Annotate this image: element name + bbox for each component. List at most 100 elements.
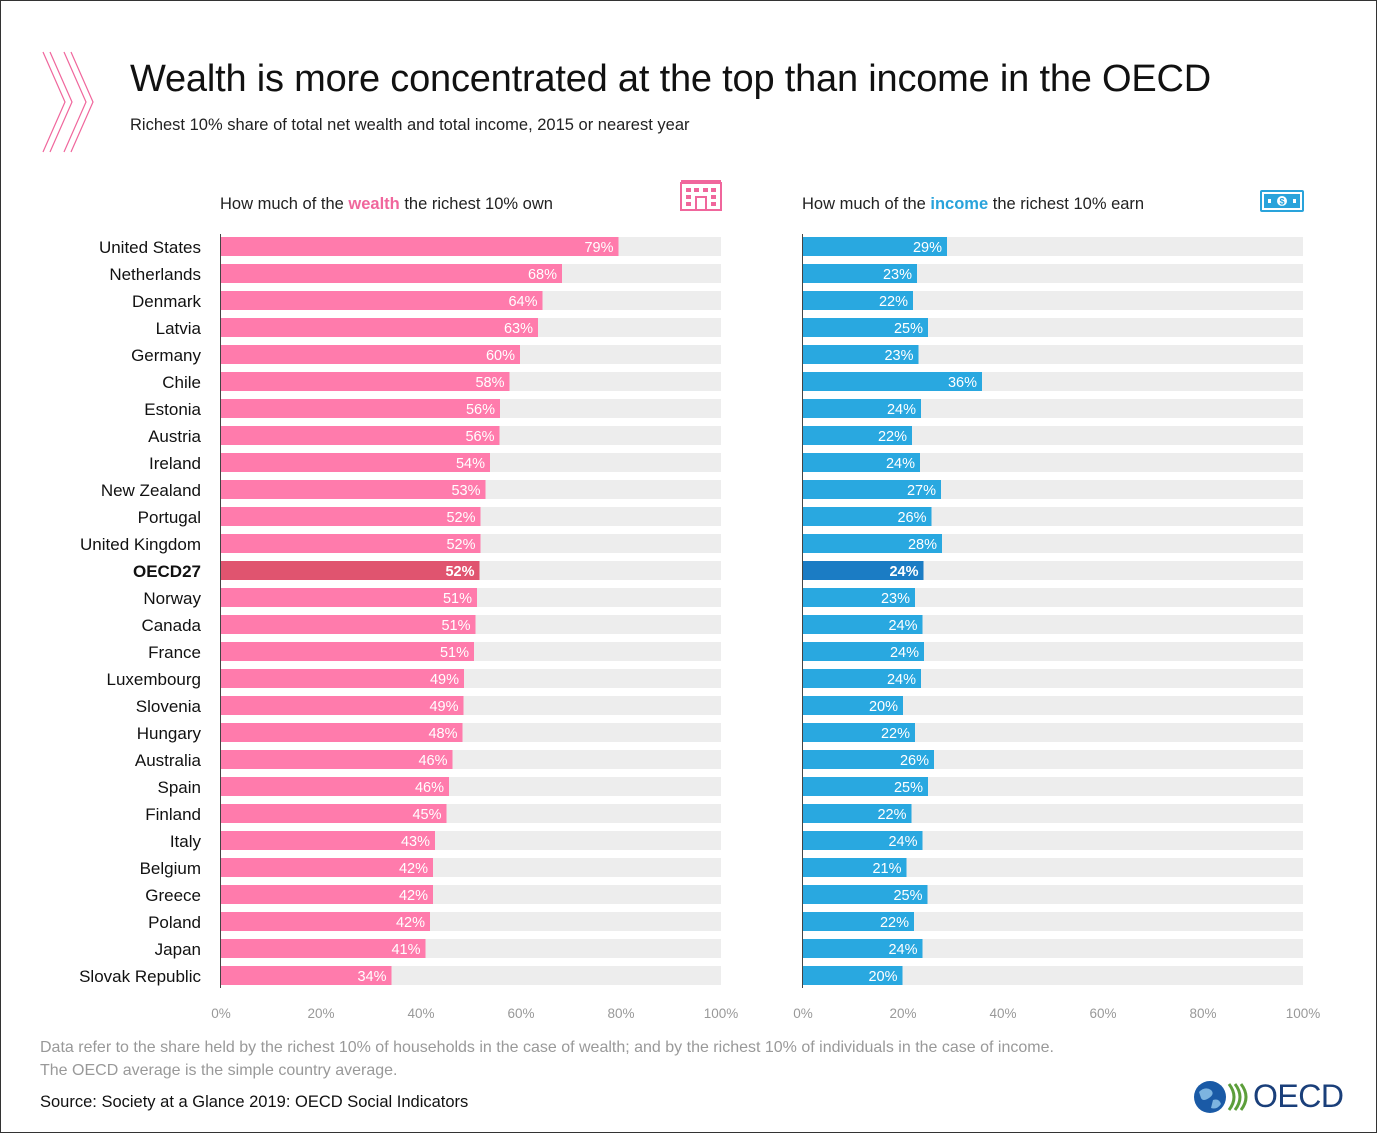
wealth-data-label: 58% — [475, 375, 504, 391]
income-data-label: 26% — [897, 510, 926, 526]
income-bar — [803, 237, 947, 256]
wealth-title-pre: How much of the — [220, 195, 349, 213]
income-bar — [803, 939, 923, 958]
income-track — [803, 885, 1303, 904]
income-track — [803, 804, 1303, 823]
oecd-logo: OECD — [1193, 1078, 1344, 1115]
country-label: Ireland — [149, 454, 201, 473]
income-bar — [803, 912, 914, 931]
income-track — [803, 858, 1303, 877]
income-data-label: 20% — [868, 969, 897, 985]
chevrons-icon — [42, 51, 94, 153]
income-bar — [803, 885, 928, 904]
country-label: Chile — [162, 373, 201, 392]
income-bar — [803, 426, 912, 445]
income-tick-label: 60% — [1089, 1006, 1116, 1021]
wealth-data-label: 49% — [429, 699, 458, 715]
income-tick-label: 80% — [1189, 1006, 1216, 1021]
country-label: Slovak Republic — [79, 967, 201, 986]
income-data-label: 24% — [887, 672, 916, 688]
wealth-data-label: 79% — [584, 240, 613, 256]
wealth-bar — [221, 939, 426, 958]
wealth-data-label: 42% — [399, 861, 428, 877]
logo-text: OECD — [1253, 1078, 1344, 1114]
country-label: Canada — [141, 616, 201, 635]
wealth-bar — [221, 291, 543, 310]
income-data-label: 24% — [887, 402, 916, 418]
wealth-data-label: 45% — [412, 807, 441, 823]
source-text: Source: Society at a Glance 2019: OECD S… — [40, 1093, 469, 1111]
income-track — [803, 696, 1303, 715]
wealth-data-label: 34% — [357, 969, 386, 985]
country-label: Estonia — [144, 400, 201, 419]
wealth-data-label: 52% — [446, 537, 475, 553]
svg-text:$: $ — [1279, 197, 1284, 207]
income-data-label: 23% — [881, 591, 910, 607]
wealth-data-label: 54% — [456, 456, 485, 472]
income-tick-label: 100% — [1286, 1006, 1321, 1021]
country-label: Italy — [170, 832, 202, 851]
country-label: Poland — [148, 913, 201, 932]
country-label: Spain — [158, 778, 201, 797]
income-data-label: 24% — [886, 456, 915, 472]
country-label: Hungary — [137, 724, 202, 743]
income-bar — [803, 858, 907, 877]
income-title-highlight: income — [930, 195, 989, 213]
income-bar — [803, 372, 982, 391]
wealth-bar — [221, 318, 538, 337]
wealth-bar — [221, 831, 435, 850]
wealth-title-post: the richest 10% own — [399, 195, 553, 213]
country-label: Norway — [143, 589, 201, 608]
income-bar — [803, 804, 912, 823]
wealth-bar — [221, 453, 490, 472]
country-label: Germany — [131, 346, 201, 365]
wealth-tick-label: 40% — [407, 1006, 434, 1021]
income-tick-label: 20% — [889, 1006, 916, 1021]
income-bar — [803, 723, 915, 742]
income-data-label: 24% — [888, 834, 917, 850]
income-data-label: 23% — [883, 267, 912, 283]
income-bar — [803, 642, 924, 661]
wealth-tick-label: 0% — [211, 1006, 231, 1021]
income-track — [803, 345, 1303, 364]
income-track — [803, 453, 1303, 472]
wealth-bar — [221, 399, 500, 418]
income-data-label: 23% — [884, 348, 913, 364]
country-label: Netherlands — [109, 265, 201, 284]
wealth-data-label: 53% — [451, 483, 480, 499]
wealth-data-label: 49% — [430, 672, 459, 688]
wealth-data-label: 56% — [466, 402, 495, 418]
income-track — [803, 615, 1303, 634]
income-bar — [803, 507, 932, 526]
chart-note: Data refer to the share held by the rich… — [40, 1036, 1054, 1082]
income-track — [803, 399, 1303, 418]
wealth-bar — [221, 804, 447, 823]
income-bar — [803, 453, 920, 472]
income-bar — [803, 588, 915, 607]
income-bar — [803, 480, 941, 499]
income-data-label: 26% — [900, 753, 929, 769]
income-data-label: 25% — [894, 321, 923, 337]
income-data-label: 22% — [880, 915, 909, 931]
income-track — [803, 588, 1303, 607]
wealth-bar — [221, 777, 449, 796]
wealth-data-label: 42% — [396, 915, 425, 931]
income-track — [803, 966, 1303, 985]
income-bar — [803, 291, 913, 310]
income-bar — [803, 966, 903, 985]
wealth-bar — [221, 723, 463, 742]
wealth-bar — [221, 858, 433, 877]
wealth-data-label: 43% — [401, 834, 430, 850]
wealth-bar — [221, 696, 464, 715]
income-track — [803, 264, 1303, 283]
wealth-bar — [221, 534, 481, 553]
income-track — [803, 831, 1303, 850]
income-data-label: 24% — [888, 942, 917, 958]
country-label: Slovenia — [136, 697, 202, 716]
note-line-1: Data refer to the share held by the rich… — [40, 1039, 1054, 1056]
wealth-bar — [221, 642, 474, 661]
wealth-bar — [221, 480, 486, 499]
income-bar — [803, 831, 923, 850]
income-bar — [803, 669, 921, 688]
